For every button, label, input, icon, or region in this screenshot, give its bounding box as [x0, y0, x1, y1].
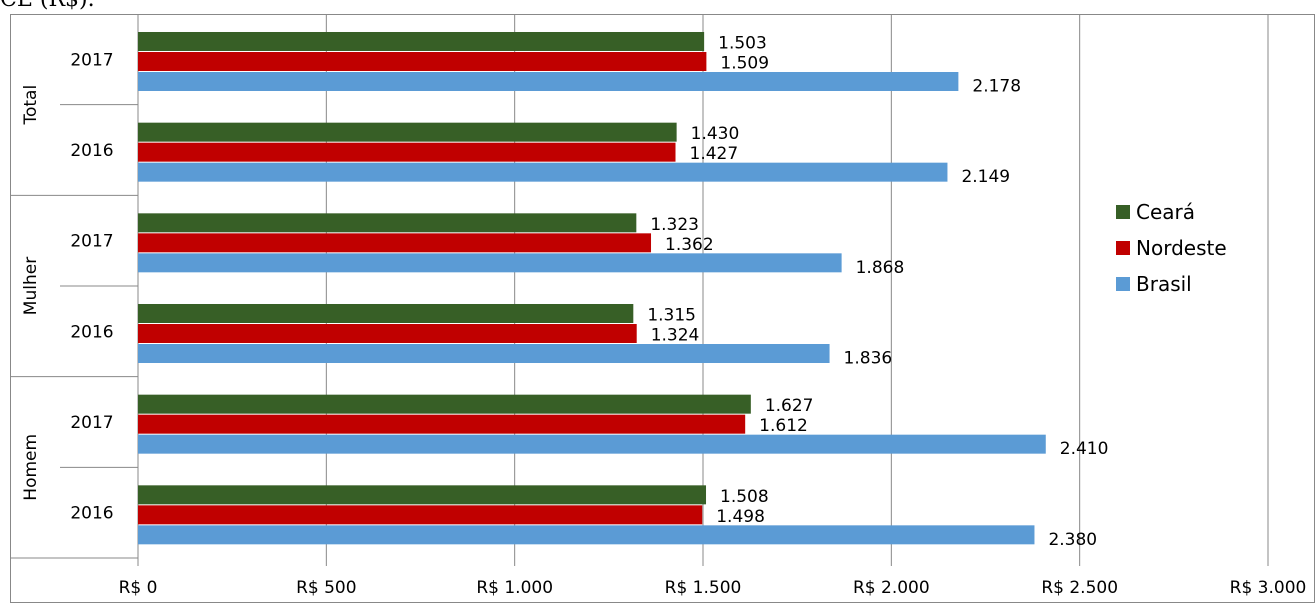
- x-tick-label: R$ 0: [119, 578, 158, 598]
- x-tick-label: R$ 1.500: [665, 578, 742, 598]
- data-label: 1.427: [690, 144, 739, 164]
- bar: [138, 253, 842, 273]
- data-label: 2.178: [972, 77, 1021, 97]
- data-label: 2.380: [1048, 530, 1097, 550]
- x-tick-label: R$ 2.500: [1041, 578, 1118, 598]
- legend-label: Brasil: [1136, 272, 1192, 296]
- bar: [138, 213, 637, 233]
- bar: [138, 142, 676, 162]
- data-label: 1.508: [720, 487, 769, 507]
- data-label: 2.410: [1060, 439, 1109, 459]
- bar: [138, 233, 652, 253]
- y-tick-label: 2016: [70, 504, 113, 524]
- y-tick-label: 2017: [70, 232, 113, 252]
- data-label: 1.836: [844, 349, 893, 369]
- data-label: 1.324: [651, 326, 700, 346]
- data-label: 1.503: [718, 34, 767, 54]
- bar: [138, 304, 634, 323]
- legend-label: Nordeste: [1136, 236, 1227, 260]
- bar: [138, 344, 830, 363]
- data-label: 1.868: [856, 258, 905, 278]
- bar: [138, 485, 707, 505]
- data-label: 1.430: [691, 124, 740, 144]
- legend-label: Ceará: [1136, 200, 1195, 224]
- group-label: Total: [21, 85, 41, 126]
- bar: [138, 525, 1035, 545]
- y-tick-label: 2017: [70, 413, 113, 433]
- chart-title: CE (R$).: [0, 0, 95, 12]
- y-tick-label: 2017: [70, 50, 113, 70]
- data-label: 1.323: [650, 215, 699, 235]
- data-label: 1.509: [720, 54, 769, 74]
- legend-swatch: [1116, 241, 1130, 255]
- data-label: 2.149: [961, 167, 1010, 187]
- bar: [138, 32, 705, 51]
- bar: [138, 324, 637, 343]
- legend-swatch: [1116, 277, 1130, 291]
- bar: [138, 52, 707, 71]
- data-label: 1.627: [765, 396, 814, 416]
- data-label: 1.498: [716, 507, 765, 527]
- bar: [138, 122, 677, 142]
- data-label: 1.612: [759, 416, 808, 436]
- y-tick-label: 2016: [70, 141, 113, 161]
- bar: [138, 162, 948, 182]
- x-tick-label: R$ 3.000: [1230, 578, 1307, 598]
- bar: [138, 434, 1046, 454]
- bar: [138, 414, 746, 434]
- x-tick-label: R$ 1.000: [476, 578, 553, 598]
- legend-swatch: [1116, 205, 1130, 219]
- bar: [138, 394, 751, 414]
- x-tick-label: R$ 2.000: [853, 578, 930, 598]
- group-label: Mulher: [21, 257, 41, 315]
- y-tick-label: 2016: [70, 322, 113, 342]
- x-tick-label: R$ 500: [296, 578, 356, 598]
- bar: [138, 72, 959, 91]
- group-label: Homem: [21, 434, 41, 501]
- data-label: 1.315: [647, 306, 696, 326]
- data-label: 1.362: [665, 235, 714, 255]
- bar: [138, 505, 703, 525]
